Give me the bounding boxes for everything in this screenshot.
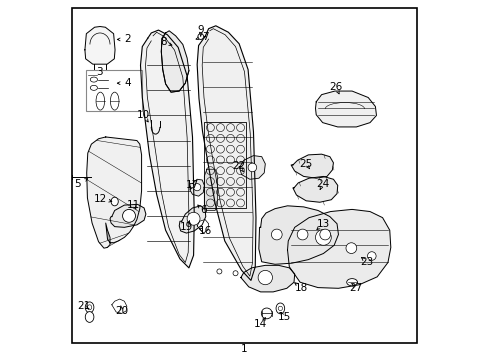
Ellipse shape (278, 306, 282, 311)
Ellipse shape (198, 34, 203, 40)
Polygon shape (239, 156, 265, 179)
Polygon shape (204, 169, 217, 211)
Text: 23: 23 (359, 257, 372, 267)
Ellipse shape (110, 92, 119, 110)
Ellipse shape (367, 252, 375, 260)
Text: 7: 7 (202, 32, 208, 41)
Text: 12: 12 (94, 194, 107, 204)
Text: 10: 10 (137, 111, 150, 121)
Ellipse shape (346, 243, 356, 253)
Ellipse shape (261, 308, 271, 319)
Text: 9: 9 (197, 25, 203, 35)
Ellipse shape (87, 305, 92, 310)
Text: 11: 11 (126, 200, 140, 210)
Ellipse shape (258, 270, 272, 285)
Polygon shape (241, 265, 294, 292)
Text: 14: 14 (253, 319, 267, 329)
Text: 4: 4 (124, 78, 131, 88)
Text: 6: 6 (200, 206, 206, 216)
Ellipse shape (276, 303, 284, 314)
Polygon shape (290, 154, 333, 178)
Polygon shape (85, 27, 115, 64)
Ellipse shape (96, 92, 104, 110)
Ellipse shape (247, 163, 256, 172)
Text: 21: 21 (78, 301, 91, 311)
Bar (86, 70, 142, 111)
Ellipse shape (90, 77, 97, 82)
Ellipse shape (315, 229, 330, 245)
Ellipse shape (193, 184, 201, 191)
Ellipse shape (85, 312, 94, 322)
Polygon shape (179, 206, 205, 233)
Text: 26: 26 (328, 82, 342, 93)
Ellipse shape (187, 212, 200, 225)
Text: 20: 20 (115, 306, 128, 316)
Polygon shape (161, 31, 188, 92)
Polygon shape (140, 30, 194, 268)
Text: 16: 16 (198, 226, 211, 236)
Ellipse shape (111, 197, 118, 206)
Polygon shape (110, 204, 145, 227)
Polygon shape (315, 91, 376, 127)
Ellipse shape (297, 229, 307, 240)
Polygon shape (258, 206, 338, 264)
Polygon shape (197, 26, 255, 280)
Polygon shape (292, 176, 337, 202)
Polygon shape (197, 220, 208, 233)
Polygon shape (112, 299, 126, 314)
Text: 1: 1 (241, 344, 247, 354)
Text: 25: 25 (299, 159, 312, 169)
Text: 19: 19 (180, 222, 193, 231)
Text: 13: 13 (316, 219, 329, 229)
Text: 17: 17 (185, 180, 199, 190)
Text: 22: 22 (232, 161, 245, 171)
Text: 27: 27 (348, 283, 362, 293)
Text: 5: 5 (74, 179, 81, 189)
Ellipse shape (271, 229, 282, 240)
Ellipse shape (122, 210, 135, 222)
Text: 8: 8 (160, 37, 167, 47)
Ellipse shape (85, 302, 94, 313)
Polygon shape (190, 179, 204, 196)
Ellipse shape (346, 279, 357, 286)
Ellipse shape (233, 271, 238, 276)
Text: 2: 2 (124, 35, 131, 44)
Text: 3: 3 (96, 67, 102, 77)
Ellipse shape (319, 229, 330, 240)
Text: 18: 18 (294, 283, 307, 293)
Polygon shape (287, 210, 390, 288)
Text: 24: 24 (315, 179, 328, 189)
Text: 15: 15 (277, 312, 290, 322)
Polygon shape (86, 137, 142, 248)
Ellipse shape (217, 269, 222, 274)
Ellipse shape (90, 85, 97, 90)
